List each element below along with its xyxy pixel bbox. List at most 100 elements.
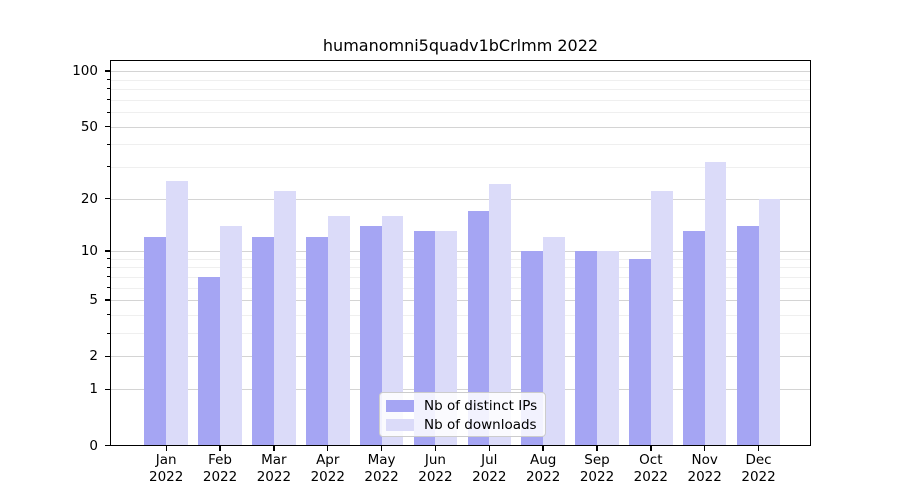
bar-downloads-may: [381, 215, 404, 446]
y-minor-tick: [107, 166, 110, 168]
x-tick-label: Jun 2022: [418, 452, 453, 485]
major-gridline: [111, 250, 810, 252]
major-gridline: [111, 389, 810, 391]
y-minor-tick: [107, 99, 110, 101]
major-gridline: [111, 198, 810, 200]
bar-downloads-apr: [327, 215, 350, 446]
plot-area: [110, 60, 811, 446]
major-gridline: [111, 71, 810, 73]
bar-downloads-sep: [597, 250, 619, 446]
minor-gridline: [111, 276, 810, 278]
y-tick: [105, 388, 110, 390]
bar-ips-jun: [413, 231, 436, 446]
x-tick: [380, 446, 383, 451]
legend-label: Nb of distinct IPs: [424, 398, 538, 414]
bar-downloads-mar: [273, 191, 296, 446]
y-minor-tick: [107, 88, 110, 90]
x-tick: [757, 446, 760, 451]
y-tick-label: 5: [89, 292, 98, 309]
y-tick-label: 0: [89, 437, 98, 454]
y-tick: [105, 125, 110, 128]
bar-downloads-jun: [435, 231, 458, 446]
x-tick: [327, 446, 329, 451]
y-minor-tick: [107, 258, 110, 260]
major-gridline: [111, 126, 810, 128]
y-tick-label: 10: [80, 242, 98, 259]
major-gridline: [111, 356, 810, 358]
x-tick-label: May 2022: [364, 452, 399, 485]
x-tick: [650, 446, 652, 451]
bar-ips-mar: [252, 237, 274, 446]
y-tick-label: 1: [89, 381, 98, 398]
chart-title: humanomni5quadv1bCrlmm 2022: [322, 36, 599, 55]
minor-gridline: [111, 144, 810, 146]
legend-swatch-downloads: [386, 419, 414, 431]
major-gridline: [111, 300, 810, 302]
minor-gridline: [111, 333, 810, 335]
minor-gridline: [111, 79, 810, 81]
bar-downloads-jan: [166, 181, 188, 446]
bars-layer: [111, 61, 810, 446]
minor-gridline: [111, 112, 810, 113]
legend: Nb of distinct IPs Nb of downloads: [379, 392, 546, 437]
bar-ips-dec: [736, 225, 759, 446]
y-minor-tick: [107, 276, 110, 278]
x-tick: [165, 446, 167, 451]
minor-gridline: [111, 166, 810, 168]
y-tick: [105, 70, 110, 72]
bar-ips-oct: [629, 258, 651, 446]
minor-gridline: [111, 258, 810, 260]
legend-item: Nb of distinct IPs: [386, 397, 545, 415]
bar-downloads-nov: [704, 161, 727, 446]
y-tick: [105, 299, 110, 301]
y-minor-tick: [107, 314, 110, 316]
bar-ips-nov: [682, 231, 705, 446]
bar-downloads-aug: [543, 237, 565, 446]
x-tick-label: Nov 2022: [687, 452, 722, 485]
y-tick-label: 50: [80, 118, 98, 135]
minor-gridline: [111, 99, 810, 101]
x-tick-label: Oct 2022: [633, 452, 669, 485]
bar-downloads-oct: [650, 191, 673, 446]
x-tick-label: Aug 2022: [525, 452, 561, 485]
y-minor-tick: [107, 143, 110, 145]
x-tick-label: Sep 2022: [579, 452, 615, 485]
x-tick: [542, 446, 544, 451]
y-tick-label: 20: [80, 190, 98, 207]
legend-item: Nb of downloads: [386, 416, 545, 434]
x-tick: [219, 446, 221, 451]
x-tick: [596, 446, 598, 451]
bar-ips-may: [359, 225, 382, 446]
x-tick-label: Jan 2022: [149, 452, 184, 485]
bar-downloads-feb: [220, 225, 242, 446]
x-tick-label: Dec 2022: [741, 452, 776, 485]
bar-ips-jul: [467, 211, 490, 446]
y-minor-tick: [107, 79, 110, 81]
y-minor-tick: [107, 332, 110, 334]
x-tick-label: Apr 2022: [310, 452, 345, 485]
x-tick: [488, 446, 490, 451]
minor-gridline: [111, 88, 810, 90]
bar-downloads-jul: [489, 184, 512, 446]
bar-ips-jan: [144, 237, 167, 446]
y-tick-label: 100: [72, 63, 98, 80]
y-minor-tick: [107, 111, 110, 113]
y-tick: [105, 250, 110, 252]
x-tick: [434, 446, 437, 451]
y-minor-tick: [107, 266, 110, 268]
y-tick: [105, 444, 110, 447]
bar-ips-apr: [305, 237, 328, 446]
minor-gridline: [111, 287, 810, 289]
minor-gridline: [111, 314, 810, 316]
bar-ips-sep: [575, 250, 597, 446]
minor-gridline: [111, 267, 810, 269]
y-minor-tick: [107, 287, 110, 289]
bar-ips-feb: [198, 276, 221, 446]
x-tick-label: Jul 2022: [472, 452, 507, 485]
bar-downloads-dec: [758, 198, 781, 446]
y-tick: [105, 355, 110, 358]
y-tick: [105, 197, 110, 200]
grid-layer: [111, 61, 810, 445]
x-tick-label: Feb 2022: [202, 452, 238, 485]
